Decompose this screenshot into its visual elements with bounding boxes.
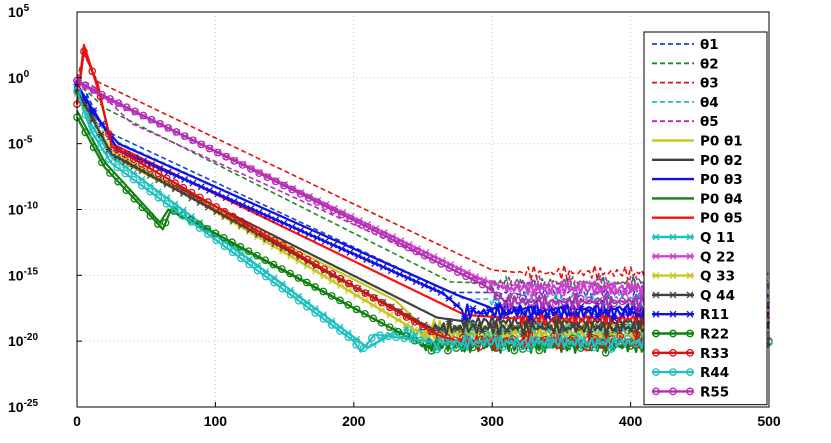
x-tick-label: 300 <box>481 413 505 429</box>
legend-item: Q 22 <box>652 249 735 265</box>
legend-item: P0 θ2 <box>652 153 743 169</box>
legend-label: θ3 <box>700 76 719 92</box>
legend-label: θ2 <box>700 56 719 72</box>
legend: θ1 θ2 θ3 θ4 θ5 P0 θ1 P0 θ2 P0 θ3 P0 θ4 P0 θ5 Q 11 Q… <box>643 31 768 406</box>
y-tick-label: 10-10 <box>8 201 38 218</box>
legend-item: Q 44 <box>652 288 735 304</box>
legend-label: θ5 <box>700 114 719 130</box>
legend-item: Q 11 <box>652 230 735 246</box>
legend-item: P0 θ4 <box>652 191 743 207</box>
legend-item: θ3 <box>652 76 719 92</box>
legend-item: R22 <box>652 327 729 343</box>
y-tick-label: 10-20 <box>8 332 38 349</box>
legend-item: R11 <box>652 307 729 323</box>
legend-item: R55 <box>652 384 729 400</box>
legend-label: Q 33 <box>700 269 735 285</box>
y-tick-label: 10-25 <box>8 398 38 415</box>
x-tick-label: 0 <box>73 413 81 429</box>
legend-label: θ4 <box>700 95 719 111</box>
legend-label: P0 θ4 <box>700 191 743 207</box>
legend-label: θ1 <box>700 37 719 53</box>
legend-item: θ1 <box>652 37 719 53</box>
legend-item: P0 θ5 <box>652 211 743 227</box>
legend-label: P0 θ3 <box>700 172 743 188</box>
legend-label: P0 θ5 <box>700 211 743 227</box>
legend-item: P0 θ1 <box>652 134 743 150</box>
legend-label: R55 <box>700 384 729 400</box>
legend-item: θ5 <box>652 114 719 130</box>
legend-item: R33 <box>652 346 729 362</box>
x-tick-label: 100 <box>204 413 228 429</box>
legend-item: P0 θ3 <box>652 172 743 188</box>
legend-label: Q 44 <box>700 288 735 304</box>
legend-label: Q 11 <box>700 230 735 246</box>
y-tick-label: 10-5 <box>8 135 33 152</box>
x-tick-label: 200 <box>342 413 366 429</box>
legend-label: R33 <box>700 346 729 362</box>
legend-label: P0 θ1 <box>700 134 743 150</box>
legend-item: θ2 <box>652 56 719 72</box>
legend-item: θ4 <box>652 95 719 111</box>
legend-label: Q 22 <box>700 249 735 265</box>
y-tick-label: 10-15 <box>8 266 38 283</box>
x-tick-label: 500 <box>757 413 781 429</box>
legend-label: P0 θ2 <box>700 153 743 169</box>
y-tick-label: 105 <box>8 3 30 20</box>
y-tick-label: 100 <box>8 69 30 86</box>
y-axis: 105 100 10-5 10-10 10-15 10-20 10-25 <box>8 3 82 415</box>
legend-item: Q 33 <box>652 269 735 285</box>
series-line <box>76 78 770 292</box>
legend-label: R44 <box>700 365 729 381</box>
x-tick-label: 400 <box>619 413 643 429</box>
series-theta5 <box>76 78 770 292</box>
legend-item: R44 <box>652 365 729 381</box>
legend-label: R22 <box>700 327 729 343</box>
x-axis: 0 100 200 300 400 500 <box>73 402 781 429</box>
legend-label: R11 <box>700 307 729 323</box>
